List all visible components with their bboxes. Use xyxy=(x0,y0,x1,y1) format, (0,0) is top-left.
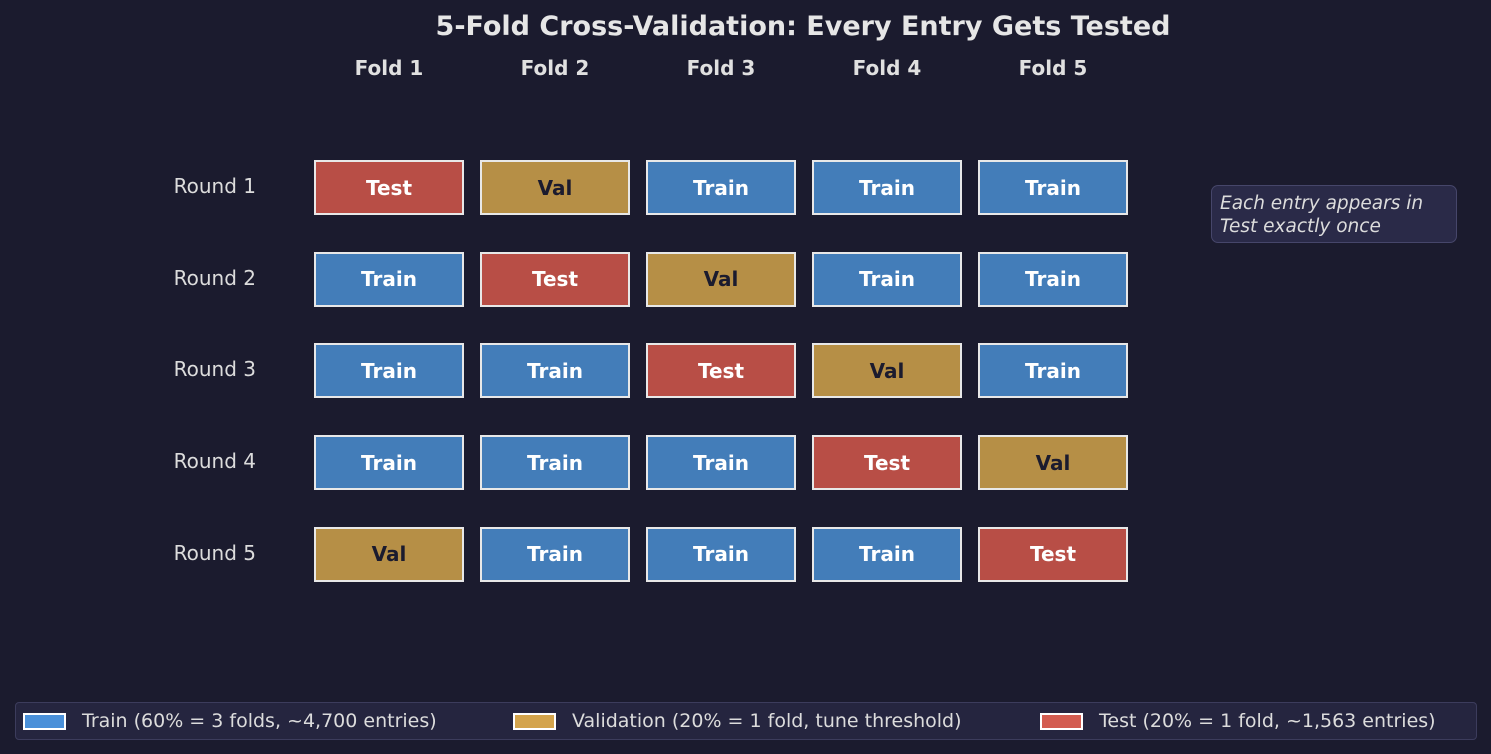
cell-test: Test xyxy=(480,251,630,307)
legend-label-validation: Validation (20% = 1 fold, tune threshold… xyxy=(572,710,962,732)
cell-train: Train xyxy=(646,435,796,491)
fold-header-1: Fold 1 xyxy=(354,56,424,80)
fold-header-3: Fold 3 xyxy=(686,56,756,80)
cell-train: Train xyxy=(978,343,1128,399)
legend-item-train: Train (60% = 3 folds, ~4,700 entries) xyxy=(23,703,437,739)
cell-test: Test xyxy=(978,526,1128,582)
cell-train: Train xyxy=(978,251,1128,307)
cell-train: Train xyxy=(646,160,796,215)
cell-train: Train xyxy=(812,160,962,215)
cell-val: Val xyxy=(812,343,962,399)
cell-train: Train xyxy=(314,251,464,307)
cell-val: Val xyxy=(646,251,796,307)
test-swatch xyxy=(1040,712,1083,730)
validation-swatch xyxy=(513,712,556,730)
cell-val: Val xyxy=(480,160,630,215)
cell-test: Test xyxy=(812,435,962,491)
cell-train: Train xyxy=(812,251,962,307)
cell-train: Train xyxy=(646,526,796,582)
cell-train: Train xyxy=(480,343,630,399)
fold-header-5: Fold 5 xyxy=(1018,56,1088,80)
legend: Train (60% = 3 folds, ~4,700 entries) Va… xyxy=(15,702,1477,740)
round-label-2: Round 2 xyxy=(173,265,256,290)
annotation-line-2: Test exactly once xyxy=(1220,216,1381,237)
annotation-line-1: Each entry appears in xyxy=(1220,193,1424,214)
annotation-box: Each entry appears in Test exactly once xyxy=(1211,185,1457,243)
train-swatch xyxy=(23,712,66,730)
cell-train: Train xyxy=(314,435,464,491)
diagram-title: 5-Fold Cross-Validation: Every Entry Get… xyxy=(435,11,1171,42)
cell-train: Train xyxy=(314,343,464,399)
fold-header-2: Fold 2 xyxy=(520,56,590,80)
cell-test: Test xyxy=(314,160,464,215)
round-label-3: Round 3 xyxy=(173,357,256,382)
round-label-1: Round 1 xyxy=(173,174,256,198)
cell-train: Train xyxy=(978,160,1128,215)
legend-label-test: Test (20% = 1 fold, ~1,563 entries) xyxy=(1099,710,1436,732)
cell-val: Val xyxy=(314,526,464,582)
cell-train: Train xyxy=(480,435,630,491)
legend-item-validation: Validation (20% = 1 fold, tune threshold… xyxy=(513,703,962,739)
round-label-5: Round 5 xyxy=(173,540,256,565)
round-label-4: Round 4 xyxy=(173,449,256,474)
fold-header-4: Fold 4 xyxy=(852,56,922,80)
legend-item-test: Test (20% = 1 fold, ~1,563 entries) xyxy=(1040,703,1436,739)
cell-train: Train xyxy=(480,526,630,582)
cell-val: Val xyxy=(978,435,1128,491)
cell-train: Train xyxy=(812,526,962,582)
legend-label-train: Train (60% = 3 folds, ~4,700 entries) xyxy=(82,710,437,732)
cell-test: Test xyxy=(646,343,796,399)
